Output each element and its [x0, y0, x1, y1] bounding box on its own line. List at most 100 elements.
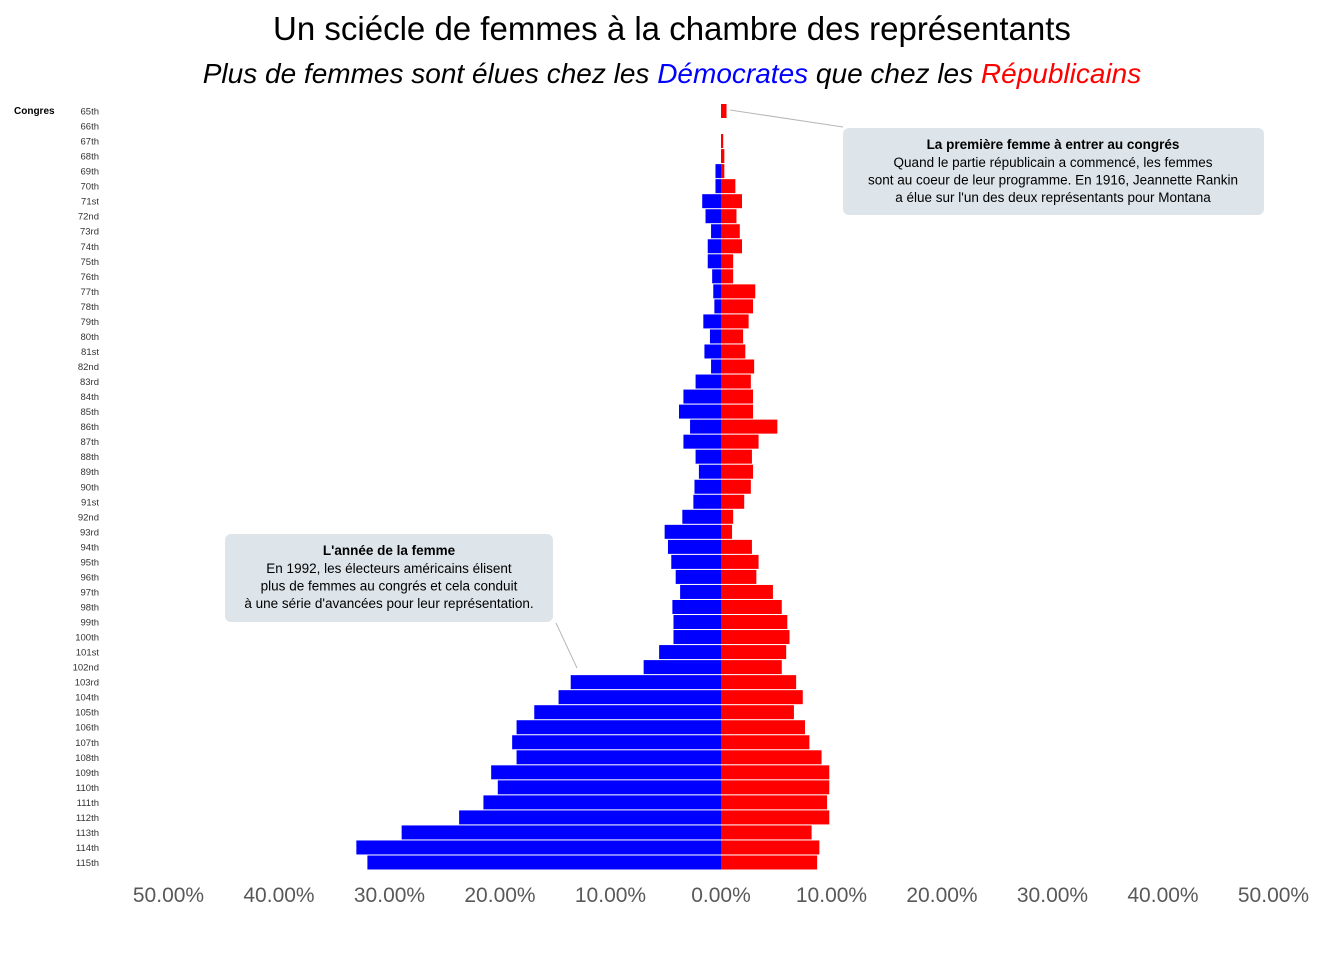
y-tick-label: 112th: [76, 813, 99, 824]
bar-democrat: [675, 569, 721, 584]
y-tick-label: 70th: [81, 182, 100, 193]
bar-republican: [721, 104, 727, 118]
bar-republican: [721, 314, 749, 329]
bar-democrat: [694, 479, 721, 494]
y-tick-label: 101st: [76, 648, 100, 659]
y-tick-label: 94th: [81, 542, 100, 553]
y-tick-label: 68th: [81, 152, 100, 163]
y-tick-label: 88th: [81, 452, 100, 463]
bar-republican: [721, 134, 724, 149]
subtitle-dem: Démocrates: [657, 58, 809, 89]
bar-republican: [721, 690, 803, 705]
x-tick-label: 40.00%: [243, 884, 314, 907]
bar-democrat: [459, 810, 721, 825]
bar-republican: [721, 209, 737, 224]
y-tick-label: 103rd: [75, 678, 99, 689]
y-tick-label: 97th: [81, 587, 100, 598]
bar-democrat: [690, 419, 721, 434]
y-tick-label: 89th: [81, 467, 100, 478]
bar-republican: [721, 464, 754, 479]
bar-republican: [721, 299, 754, 314]
x-tick-label: 30.00%: [354, 884, 425, 907]
bar-republican: [721, 509, 734, 524]
annotation-text: à une série d'avancées pour leur représe…: [244, 596, 533, 611]
bar-republican: [721, 254, 734, 269]
y-tick-label: 73rd: [80, 227, 99, 238]
bar-republican: [721, 765, 830, 780]
bar-democrat: [491, 765, 721, 780]
bar-democrat: [401, 825, 721, 840]
bar-democrat: [704, 344, 721, 359]
bar-republican: [721, 239, 742, 254]
x-tick-label: 20.00%: [464, 884, 535, 907]
bar-republican: [721, 179, 736, 194]
y-tick-label: 83rd: [80, 377, 99, 388]
bar-democrat: [702, 194, 721, 209]
bar-democrat: [673, 615, 721, 630]
bar-republican: [721, 539, 752, 554]
bar-republican: [721, 359, 755, 374]
y-tick-label: 66th: [81, 122, 100, 133]
bar-democrat: [703, 314, 721, 329]
bar-democrat: [667, 539, 721, 554]
annotation-title: L'année de la femme: [323, 543, 456, 558]
y-tick-label: 82nd: [78, 362, 99, 373]
annotation-text: Quand le partie républicain a commencé, …: [894, 155, 1213, 170]
x-tick-label: 20.00%: [906, 884, 977, 907]
y-tick-label: 79th: [81, 317, 100, 328]
subtitle-part2: que chez les: [808, 58, 981, 89]
annotation-text: plus de femmes au congrés et cela condui…: [261, 579, 518, 594]
y-tick-label: 108th: [75, 753, 99, 764]
annotation-text: En 1992, les électeurs américains élisen…: [266, 561, 512, 576]
bar-republican: [721, 284, 756, 299]
bar-republican: [721, 825, 812, 840]
y-axis-title: Congres: [14, 106, 55, 117]
y-tick-label: 71st: [81, 197, 99, 208]
y-tick-label: 77th: [81, 287, 100, 298]
x-tick-label: 10.00%: [575, 884, 646, 907]
bar-democrat: [497, 780, 721, 795]
bar-republican: [721, 164, 725, 179]
bar-democrat: [715, 179, 721, 194]
bar-republican: [721, 479, 751, 494]
bar-republican: [721, 705, 794, 720]
bar-republican: [721, 855, 818, 870]
bar-republican: [721, 494, 745, 509]
bar-republican: [721, 660, 782, 675]
annotation-box: [225, 534, 553, 622]
chart-title: Un sciécle de femmes à la chambre des re…: [273, 10, 1071, 47]
x-tick-label: 50.00%: [1238, 884, 1309, 907]
x-tick-label: 10.00%: [796, 884, 867, 907]
bar-republican: [721, 344, 746, 359]
y-tick-label: 85th: [81, 407, 100, 418]
bar-republican: [721, 840, 820, 855]
y-tick-label: 76th: [81, 272, 100, 283]
bar-democrat: [679, 404, 721, 419]
subtitle-part1: Plus de femmes sont élues chez les: [202, 58, 658, 89]
annotation-title: La première femme à entrer au congrés: [927, 137, 1180, 152]
x-tick-label: 50.00%: [133, 884, 204, 907]
y-tick-label: 67th: [81, 137, 100, 148]
annotation-leader-line: [729, 109, 844, 128]
bar-republican: [721, 389, 754, 404]
bar-republican: [721, 810, 830, 825]
y-tick-label: 109th: [75, 768, 99, 779]
bar-republican: [721, 554, 759, 569]
bar-republican: [721, 449, 752, 464]
bar-democrat: [683, 389, 721, 404]
bar-democrat: [682, 509, 721, 524]
bar-democrat: [356, 840, 721, 855]
bar-democrat: [712, 269, 721, 284]
bar-republican: [721, 584, 773, 599]
bar-republican: [721, 735, 810, 750]
y-tick-label: 110th: [76, 783, 99, 794]
y-tick-label: 104th: [75, 693, 99, 704]
bar-democrat: [713, 284, 721, 299]
x-tick-label: 30.00%: [1017, 884, 1088, 907]
y-tick-label: 78th: [81, 302, 100, 313]
bar-democrat: [693, 494, 721, 509]
bar-democrat: [707, 239, 721, 254]
annotation-text: a élue sur l'un des deux représentants p…: [895, 190, 1211, 205]
